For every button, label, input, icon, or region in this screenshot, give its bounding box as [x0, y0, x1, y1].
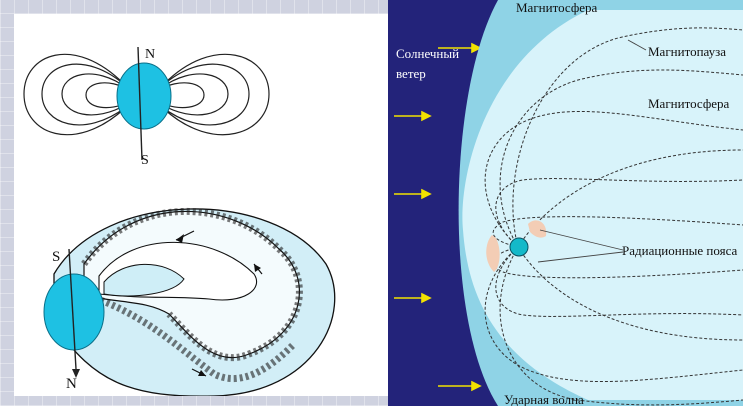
magnetosphere-panel: Магнитосфера Магнитопауза Магнитосфера Р…: [388, 0, 743, 406]
label-magnetosphere: Магнитосфера: [648, 96, 730, 111]
pole-north-top: N: [145, 47, 155, 62]
solar-wind-arrows: [394, 42, 482, 392]
magnetosphere-diagram: Магнитосфера Магнитопауза Магнитосфера Р…: [388, 0, 743, 406]
label-solar-wind-2: ветер: [396, 66, 426, 81]
magnetic-axis-top: [137, 46, 143, 161]
pole-north-bottom: N: [66, 376, 77, 392]
label-top-magnetosphere: Магнитосфера: [516, 0, 598, 15]
dipole-diagrams: N S S N: [23, 46, 336, 396]
earth-bottom: [43, 273, 105, 351]
pole-south-top: S: [141, 153, 149, 168]
label-bow-shock: Ударная волна: [504, 392, 584, 406]
earth-top: [116, 62, 172, 130]
magnetic-axis-bottom: [68, 248, 77, 370]
earth-right: [509, 237, 529, 257]
radiation-belt-right: [528, 220, 547, 238]
label-radiation-belts: Радиационные пояса: [622, 243, 738, 258]
radiation-belt-left: [486, 235, 500, 272]
leader-lines: [537, 39, 647, 263]
magnetosphere-region: [462, 10, 743, 400]
pole-south-bottom: S: [52, 249, 60, 265]
label-solar-wind-1: Солнечный: [396, 46, 460, 61]
dipole-diagrams-panel: N S S N: [14, 14, 389, 396]
compressed-magnetosphere: [53, 208, 336, 396]
label-magnetopause: Магнитопауза: [648, 44, 726, 59]
dipole-field-lines: [23, 53, 270, 136]
